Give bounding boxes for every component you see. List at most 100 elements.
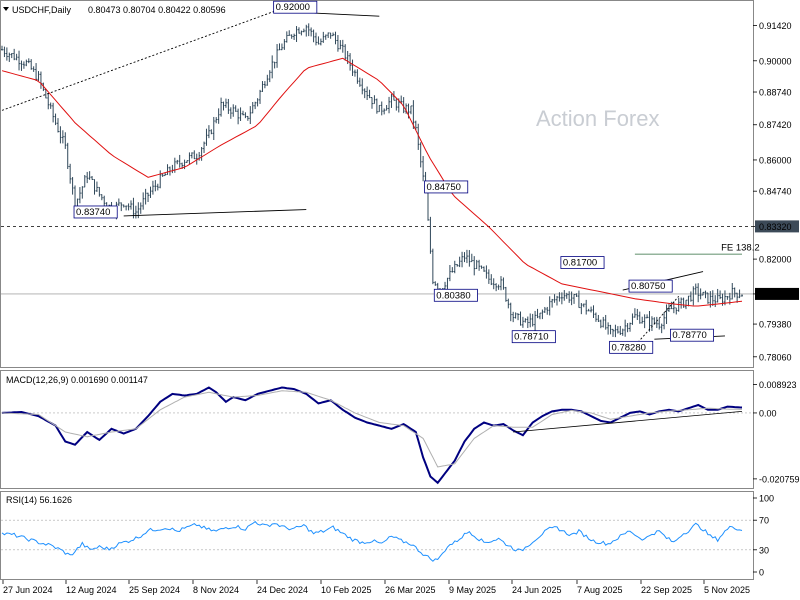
candle (358, 77, 361, 87)
annotation-text: FE 138.2 (721, 243, 760, 254)
candle (553, 294, 556, 303)
annotation-text: 0.78770 (672, 330, 706, 341)
candle (575, 293, 578, 297)
candle (319, 38, 322, 46)
candle (195, 153, 198, 165)
candle (205, 128, 208, 146)
annotation-text: 0.84750 (427, 182, 461, 193)
date-tick-label: 24 Dec 2024 (257, 585, 308, 595)
candle (388, 96, 391, 114)
candle (139, 202, 142, 214)
candle (604, 314, 607, 330)
candle (733, 287, 736, 298)
candle (59, 126, 62, 144)
candle (312, 29, 315, 43)
candle (5, 47, 8, 61)
annotation-text: 0.80380 (436, 290, 470, 301)
candle (590, 306, 593, 313)
candle (431, 248, 434, 285)
candle (633, 308, 636, 318)
candle (54, 113, 57, 126)
candle (349, 53, 352, 71)
candle (212, 116, 215, 141)
rsi-tick-label: 70 (759, 516, 769, 526)
candle (95, 181, 98, 192)
candle (616, 326, 619, 334)
price-layer: 0.92000 0.83740 0.84750 0.80380 0.81700 0.787… (1, 0, 760, 354)
candle (329, 32, 332, 39)
candle (565, 292, 568, 299)
annotation-text: 0.80750 (631, 281, 665, 292)
candle (663, 312, 666, 330)
candle (475, 259, 478, 270)
price-annotation: 0.83740 (73, 205, 118, 219)
candle (694, 283, 697, 295)
candle (81, 186, 84, 199)
price-annotation: 0.78770 (670, 328, 715, 342)
candle (193, 150, 196, 160)
candle (468, 250, 471, 267)
annotation-box (433, 288, 478, 302)
annotation-box (511, 330, 556, 344)
candle (448, 264, 451, 282)
candle (580, 302, 583, 315)
candle (327, 32, 330, 38)
rsi-tick-label: 30 (759, 545, 769, 555)
candle (541, 309, 544, 320)
symbol-dropdown-icon[interactable] (3, 7, 9, 11)
candle (422, 156, 425, 182)
candle (66, 142, 69, 170)
candle (463, 252, 466, 263)
moving-average-line (1, 57, 743, 307)
candle (648, 310, 651, 332)
candle (310, 27, 313, 37)
candle (470, 253, 473, 263)
candle (22, 61, 25, 69)
candle (383, 108, 386, 115)
candle (297, 27, 300, 34)
candle (156, 183, 159, 191)
candle (473, 256, 476, 276)
price-annotation: 0.78710 (511, 330, 556, 344)
annotation-box (670, 328, 715, 342)
candle (229, 107, 232, 119)
candle (490, 274, 493, 286)
price-tick-label: 0.79380 (759, 320, 792, 330)
candle (341, 39, 344, 53)
candle (273, 61, 276, 69)
candle (465, 249, 468, 264)
candle (317, 36, 320, 45)
candle (512, 311, 515, 323)
date-tick-label: 9 May 2025 (449, 585, 496, 595)
candle (302, 28, 305, 33)
candle (594, 312, 597, 322)
candle (324, 34, 327, 40)
candle (127, 203, 130, 211)
price-panel-frame (0, 0, 754, 368)
price-marker-label: 0.83320 (759, 222, 792, 232)
candle (456, 263, 459, 267)
price-annotation: 0.80380 (433, 288, 478, 302)
candle (300, 30, 303, 36)
candle (453, 260, 456, 274)
price-annotation: 0.78280 (609, 340, 654, 354)
candle (599, 319, 602, 329)
candle (646, 314, 649, 319)
candle (132, 197, 135, 219)
candle (619, 325, 622, 336)
candle (487, 269, 490, 284)
candle (336, 35, 339, 52)
candle (244, 112, 247, 119)
candle (227, 98, 230, 114)
candle (83, 175, 86, 188)
candle (607, 322, 610, 335)
candle (353, 69, 356, 77)
candle (130, 200, 133, 210)
candle (714, 295, 717, 308)
candle (276, 44, 279, 68)
candle (88, 171, 91, 180)
candle (685, 299, 688, 310)
macd-title: MACD(12,26,9) 0.001690 0.001147 (6, 375, 148, 385)
